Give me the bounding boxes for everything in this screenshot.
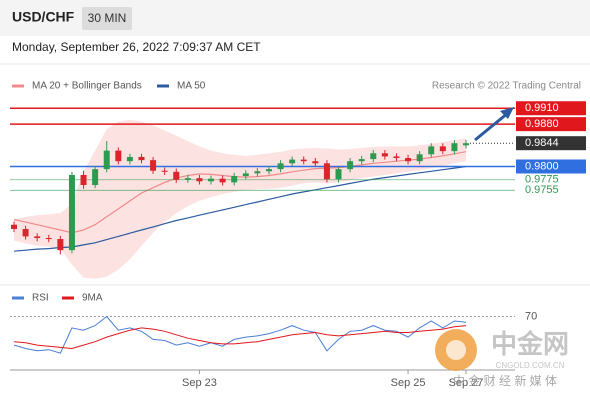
x-tick-label: Sep 25 <box>391 377 426 389</box>
candle-body <box>393 156 400 159</box>
candle-body <box>277 163 284 170</box>
candle-body <box>231 176 238 183</box>
candle-body <box>184 178 191 180</box>
legend-label: 9MA <box>82 293 103 304</box>
date: Monday, September 26, 2022 7:09:37 AM CE… <box>12 40 261 54</box>
candle-body <box>173 171 180 180</box>
candle-body <box>80 174 87 186</box>
candle-body <box>358 159 365 162</box>
candle-body <box>92 169 99 186</box>
candle-body <box>242 173 249 177</box>
candle-body <box>22 228 29 237</box>
x-tick-label: Sep 27 <box>449 377 484 389</box>
candle-body <box>451 143 458 152</box>
candle-body <box>208 178 215 182</box>
symbol: USD/CHF <box>12 9 75 25</box>
level-label: 0.9880 <box>525 118 559 130</box>
level-label: 0.9800 <box>525 160 559 172</box>
bollinger-band <box>14 119 466 279</box>
site: CNGOLD.COM.CN <box>496 361 565 370</box>
level-label: 0.9844 <box>525 137 559 149</box>
level-label-box <box>516 136 586 151</box>
candle-body <box>68 174 75 251</box>
candle-body <box>347 161 354 170</box>
slogan: 中 金 财 经 新 媒 体 <box>453 373 557 388</box>
candle-body <box>45 237 52 240</box>
candle-body <box>57 239 64 251</box>
x-tick-label: Sep 23 <box>182 377 217 389</box>
candle-body <box>428 146 435 155</box>
legend-label: MA 20 + Bollinger Bands <box>32 81 142 92</box>
candle-body <box>265 169 272 172</box>
candle-body <box>103 150 110 170</box>
level-label: 0.9910 <box>525 102 559 114</box>
forecast-arrow <box>474 111 509 142</box>
candle-body <box>463 143 469 146</box>
candle-body <box>11 224 17 229</box>
candle-body <box>381 153 388 157</box>
y-tick-label: 70 <box>525 310 537 322</box>
rsi-line <box>13 315 467 354</box>
forecast-arrow-head <box>500 107 514 119</box>
candle-body <box>138 156 145 161</box>
candle-body <box>370 153 377 160</box>
legend-label: MA 50 <box>177 81 206 92</box>
candle-body <box>405 158 412 162</box>
brand: 中金网 <box>491 329 569 359</box>
candle-body <box>300 159 307 162</box>
candle-body <box>161 170 168 172</box>
candle-body <box>150 160 157 171</box>
level-label-box <box>516 117 586 132</box>
candle-body <box>416 154 423 162</box>
level-label: 0.9755 <box>525 184 559 196</box>
candle-body <box>289 159 296 164</box>
level-label-box <box>516 159 586 174</box>
level-label-box <box>516 101 586 116</box>
candle-body <box>126 156 133 162</box>
watermark: 中金网 CNGOLD.COM.CN 中 金 财 经 新 媒 体 <box>435 329 569 388</box>
candle-body <box>196 178 203 182</box>
candle-body <box>115 150 122 162</box>
legend-label: RSI <box>32 293 49 304</box>
logo-inner <box>446 340 466 360</box>
candle-body <box>312 161 319 164</box>
candle-body <box>219 178 226 183</box>
level-label: 0.9775 <box>525 174 559 186</box>
moving-average <box>13 151 467 234</box>
interval: 30 MIN <box>88 11 127 25</box>
candle-body <box>439 146 446 152</box>
candle-body <box>254 171 261 174</box>
candle-body <box>34 236 41 238</box>
rsi-line <box>13 325 467 350</box>
interval-box <box>82 7 132 30</box>
candle-body <box>335 169 342 180</box>
attribution: Research © 2022 Trading Central <box>432 81 581 92</box>
candle-body <box>323 163 330 180</box>
moving-average <box>13 165 467 252</box>
